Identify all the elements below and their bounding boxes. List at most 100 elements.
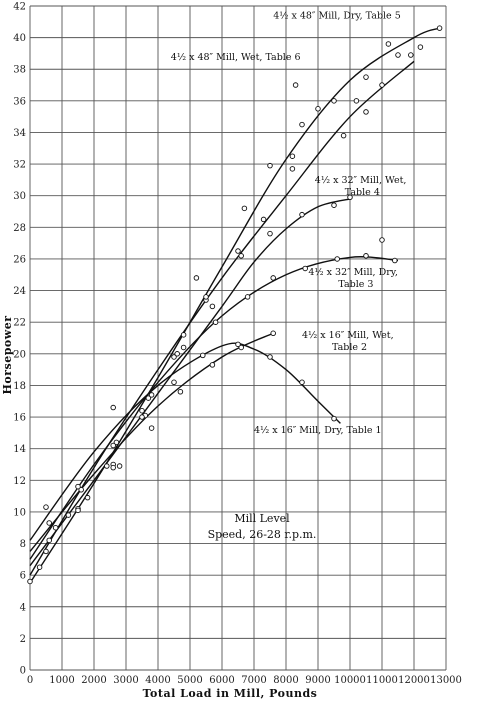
data-point bbox=[244, 294, 251, 300]
data-points bbox=[27, 25, 443, 585]
data-point bbox=[289, 153, 296, 159]
series-label-4: 4½ x 32″ Mill, Dry, bbox=[308, 267, 397, 278]
data-point bbox=[241, 205, 248, 212]
curve-labels: 4½ x 48″ Mill, Dry, Table 5 4½ x 48″ Mill… bbox=[171, 11, 407, 436]
data-point bbox=[299, 379, 305, 386]
y-tick-label: 36 bbox=[13, 96, 26, 107]
y-tick-label: 16 bbox=[13, 413, 26, 424]
series-label-6: 4½ x 16″ Mill, Dry, Table 1 bbox=[254, 425, 382, 436]
series-label-1: 4½ x 48″ Mill, Dry, Table 5 bbox=[273, 11, 401, 22]
y-tick-label: 18 bbox=[13, 381, 26, 392]
data-point bbox=[113, 439, 120, 446]
data-point bbox=[270, 330, 276, 337]
series-label-3: 4½ x 32″ Mill, Wet, bbox=[315, 175, 407, 186]
y-tick-label: 30 bbox=[13, 191, 26, 202]
x-tick-label: 12000 bbox=[398, 675, 430, 686]
data-point bbox=[75, 507, 81, 514]
data-point bbox=[171, 379, 177, 386]
data-point bbox=[84, 494, 91, 501]
x-tick-label: 9000 bbox=[305, 675, 330, 686]
data-point bbox=[174, 351, 180, 357]
x-tick-label: 11000 bbox=[366, 675, 398, 686]
data-point bbox=[260, 216, 267, 223]
y-tick-label: 42 bbox=[13, 2, 26, 13]
y-tick-label: 38 bbox=[13, 65, 26, 76]
data-point bbox=[27, 578, 33, 585]
data-point bbox=[203, 294, 209, 300]
data-point bbox=[200, 352, 206, 359]
data-point bbox=[331, 202, 337, 208]
data-point bbox=[209, 303, 216, 310]
series-label-2: 4½ x 48″ Mill, Wet, Table 6 bbox=[171, 52, 301, 63]
x-tick-label: 3000 bbox=[113, 675, 138, 686]
data-point bbox=[75, 483, 81, 490]
y-tick-label: 26 bbox=[13, 254, 26, 265]
data-point bbox=[408, 52, 414, 58]
data-point bbox=[331, 98, 337, 104]
y-tick-label: 0 bbox=[20, 666, 26, 677]
y-tick-label: 8 bbox=[20, 539, 26, 550]
data-point bbox=[43, 504, 49, 510]
data-point bbox=[43, 548, 49, 555]
series-curve-5 bbox=[29, 332, 274, 552]
data-point bbox=[267, 162, 273, 169]
data-point bbox=[379, 237, 385, 243]
y-tick-label: 40 bbox=[13, 33, 26, 44]
series-curve-6 bbox=[29, 342, 341, 541]
data-point bbox=[235, 248, 241, 254]
data-point bbox=[340, 132, 347, 139]
data-point bbox=[110, 464, 116, 471]
x-axis-title: Total Load in Mill, Pounds bbox=[143, 687, 318, 700]
data-point bbox=[302, 265, 308, 272]
data-point bbox=[395, 52, 401, 58]
y-tick-label: 6 bbox=[20, 571, 26, 582]
series-label-5: Table 2 bbox=[332, 342, 367, 353]
data-point bbox=[363, 109, 369, 115]
x-tick-label: 2000 bbox=[81, 675, 106, 686]
series-curve-1 bbox=[29, 27, 440, 584]
data-point bbox=[139, 407, 145, 414]
series-curve-2 bbox=[29, 60, 415, 576]
data-point bbox=[299, 211, 305, 218]
y-tick-label: 20 bbox=[13, 349, 26, 360]
x-tick-label: 13000 bbox=[430, 675, 462, 686]
y-axis-title: Horsepower bbox=[1, 315, 14, 394]
data-point bbox=[116, 463, 123, 469]
data-point bbox=[148, 392, 155, 398]
y-tick-label: 2 bbox=[20, 634, 26, 645]
data-point bbox=[292, 82, 299, 88]
data-point bbox=[417, 44, 424, 50]
x-tick-label: 6000 bbox=[209, 675, 234, 686]
y-tick-label: 4 bbox=[20, 602, 26, 613]
y-tick-label: 28 bbox=[13, 223, 26, 234]
data-point bbox=[209, 362, 216, 368]
data-point bbox=[238, 253, 244, 259]
data-point bbox=[267, 230, 273, 237]
data-point bbox=[104, 463, 110, 469]
data-point bbox=[289, 166, 296, 172]
data-point bbox=[110, 404, 116, 411]
data-point bbox=[65, 512, 72, 518]
y-tick-label: 22 bbox=[13, 318, 26, 329]
data-point bbox=[52, 524, 59, 531]
data-point bbox=[180, 344, 187, 351]
annotation-line-1: Mill Level bbox=[234, 512, 290, 525]
series-label-3: Table 4 bbox=[345, 187, 380, 198]
series-label-5: 4½ x 16″ Mill, Wet, bbox=[302, 330, 394, 341]
data-point bbox=[353, 98, 360, 104]
data-point bbox=[212, 319, 219, 325]
x-tick-label: 1000 bbox=[49, 675, 74, 686]
data-point bbox=[177, 389, 184, 395]
data-point bbox=[363, 253, 369, 259]
data-point bbox=[193, 275, 200, 281]
data-point bbox=[334, 256, 340, 262]
data-point bbox=[235, 341, 241, 348]
data-point bbox=[78, 487, 84, 493]
data-point bbox=[110, 442, 116, 449]
series-curve-3 bbox=[29, 198, 351, 567]
data-point bbox=[145, 395, 152, 401]
data-point bbox=[46, 537, 52, 544]
data-point bbox=[392, 257, 398, 264]
y-tick-label: 34 bbox=[13, 128, 26, 139]
